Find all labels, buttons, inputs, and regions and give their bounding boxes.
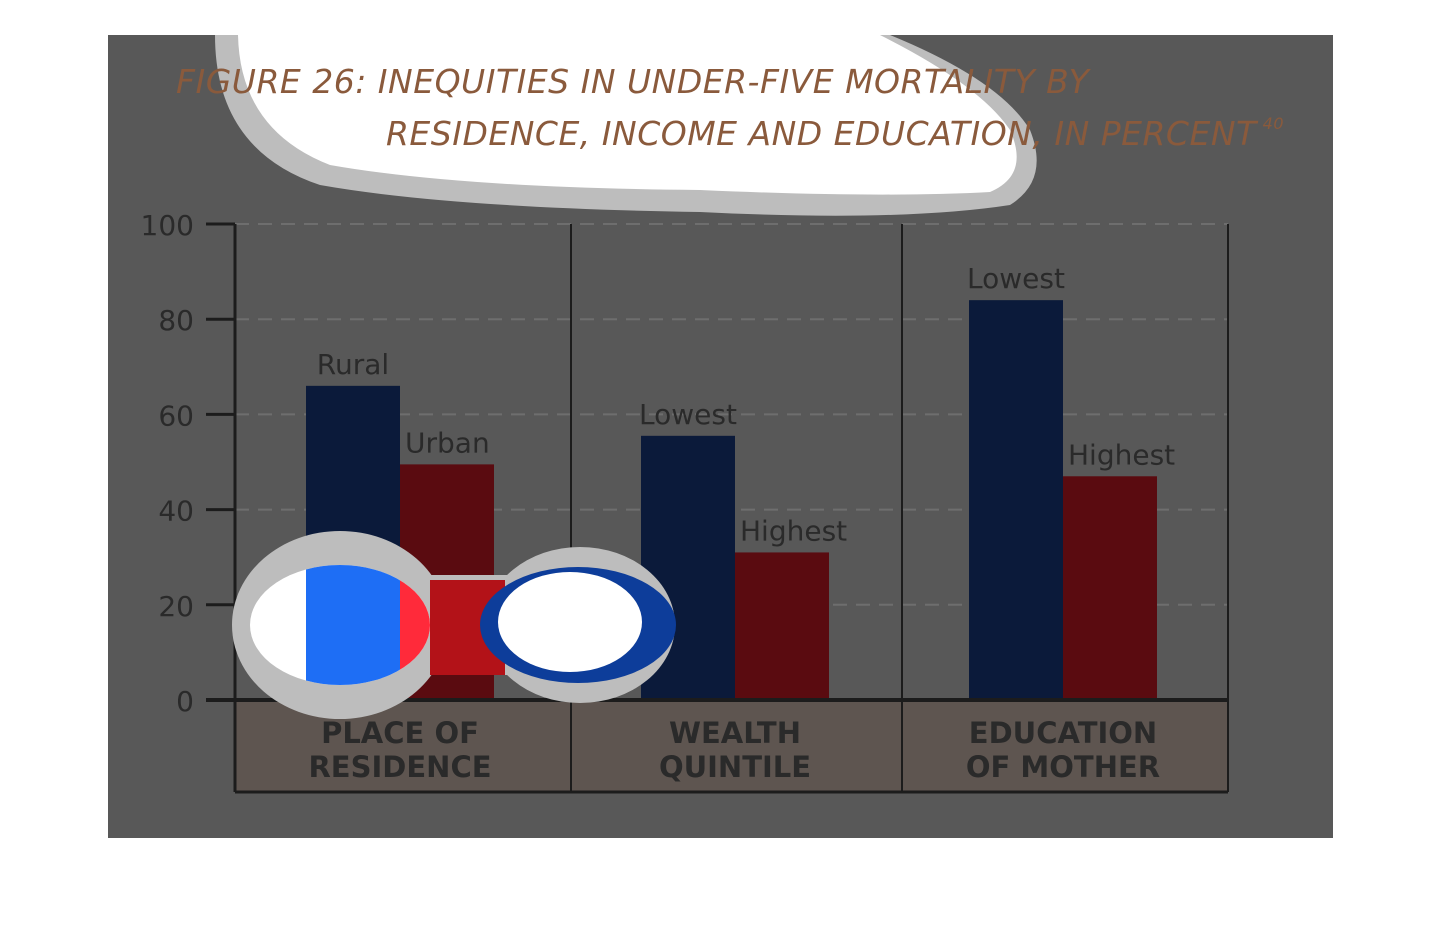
category-label: RESIDENCE xyxy=(308,750,491,784)
chart-title-line1: FIGURE 26: INEQUITIES IN UNDER-FIVE MORT… xyxy=(176,62,1090,101)
bar-label: Rural xyxy=(317,348,389,381)
footnote-marker: 40 xyxy=(1262,114,1285,133)
bar-label: Lowest xyxy=(639,398,737,431)
y-tick-label: 100 xyxy=(141,209,194,242)
category-label: QUINTILE xyxy=(659,750,811,784)
y-tick-label: 40 xyxy=(158,495,194,528)
bar xyxy=(1063,476,1157,700)
y-tick-label: 0 xyxy=(176,685,194,718)
title-highlight xyxy=(238,35,1017,195)
bar-label: Highest xyxy=(1068,438,1175,471)
bar xyxy=(969,300,1063,700)
chart-title-line2: RESIDENCE, INCOME AND EDUCATION, IN PERC… xyxy=(386,114,1284,153)
y-tick-label: 80 xyxy=(158,304,194,337)
highlight-right xyxy=(498,572,642,672)
overlay-layer xyxy=(215,35,1037,719)
highlighted-bar xyxy=(306,565,400,685)
bar xyxy=(735,552,829,700)
y-tick-label: 20 xyxy=(158,590,194,623)
bar-label: Highest xyxy=(740,514,847,547)
category-label: EDUCATION xyxy=(969,716,1157,750)
category-label: OF MOTHER xyxy=(966,750,1160,784)
category-label: PLACE OF xyxy=(321,716,479,750)
y-tick-label: 60 xyxy=(158,399,194,432)
bar-label: Lowest xyxy=(967,262,1065,295)
category-band xyxy=(235,700,1228,792)
chart-title-text: RESIDENCE, INCOME AND EDUCATION, IN PERC… xyxy=(386,114,1257,153)
bar-label: Urban xyxy=(405,426,490,459)
category-label: WEALTH xyxy=(669,716,801,750)
